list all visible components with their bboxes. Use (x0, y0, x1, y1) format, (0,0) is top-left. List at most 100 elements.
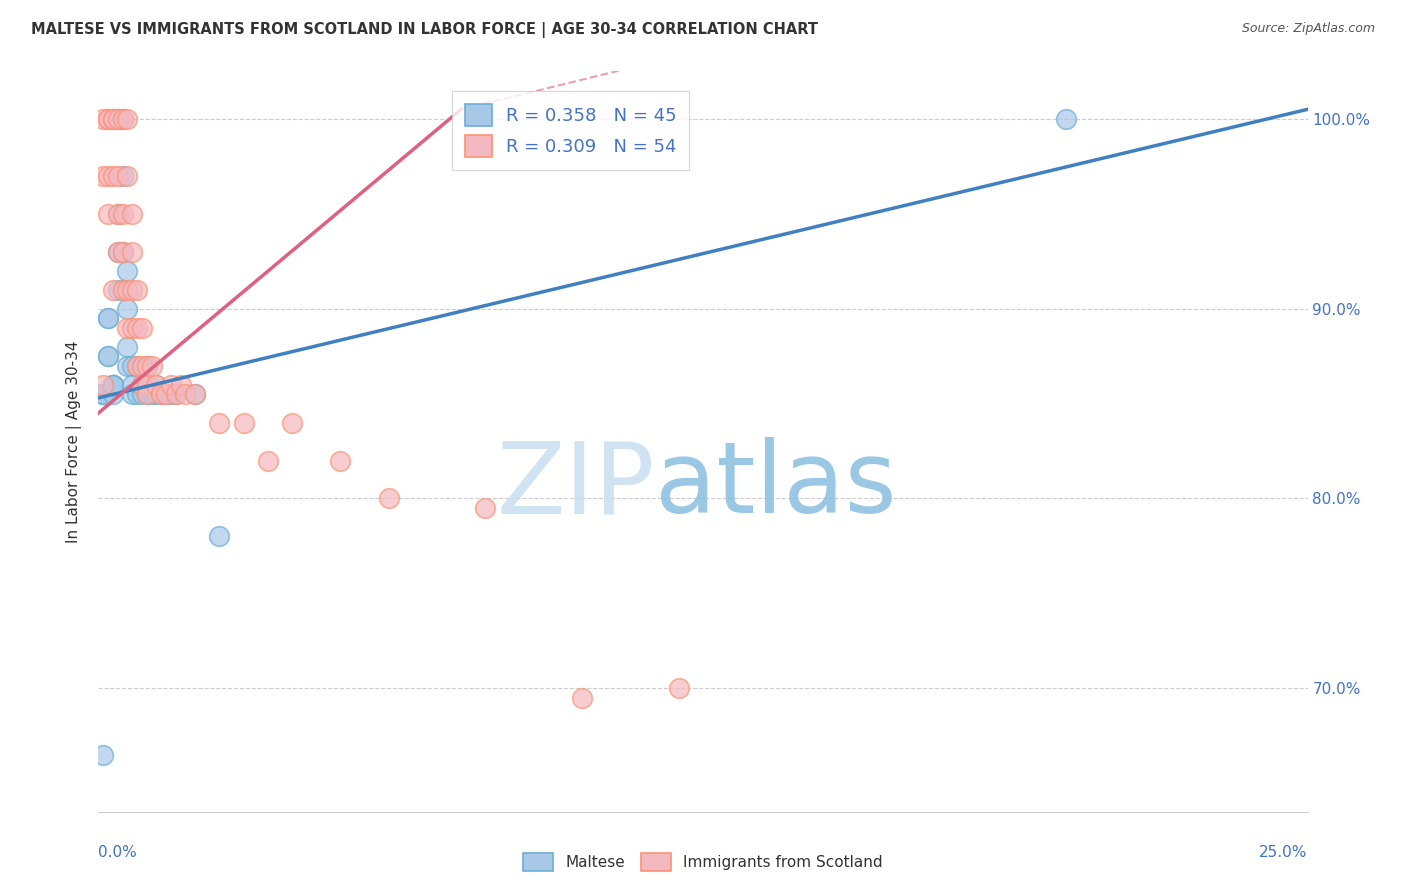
Point (160, 387, 183, 401)
Point (91, 387, 114, 401)
Point (121, 387, 143, 401)
Point (117, 340, 139, 354)
Point (101, 377, 124, 392)
Point (141, 387, 163, 401)
Point (111, 207, 134, 221)
Point (121, 244, 143, 259)
Point (174, 387, 197, 401)
Point (101, 169, 124, 183)
Point (107, 112, 129, 126)
Point (107, 207, 129, 221)
Point (150, 387, 173, 401)
Point (97, 311, 120, 326)
Point (91, 112, 114, 126)
Point (117, 359, 139, 373)
Point (165, 387, 187, 401)
Point (117, 112, 139, 126)
Point (131, 377, 153, 392)
Point (97, 349, 120, 363)
Point (145, 377, 167, 392)
Point (107, 207, 129, 221)
Point (121, 320, 143, 334)
Point (165, 387, 187, 401)
Point (101, 387, 124, 401)
Point (91, 387, 114, 401)
Point (101, 377, 124, 392)
Point (155, 387, 177, 401)
Point (111, 283, 134, 297)
Text: Source: ZipAtlas.com: Source: ZipAtlas.com (1241, 22, 1375, 36)
Point (97, 112, 120, 126)
Point (281, 416, 304, 430)
Point (135, 377, 157, 392)
Point (91, 377, 114, 392)
Point (208, 416, 231, 430)
Point (127, 359, 149, 373)
Point (91, 169, 114, 183)
Point (107, 169, 129, 183)
Point (184, 387, 207, 401)
Point (145, 377, 167, 392)
Point (169, 377, 191, 392)
Point (111, 244, 134, 259)
Point (91, 747, 114, 762)
Point (111, 112, 134, 126)
Point (111, 169, 134, 183)
Point (135, 387, 157, 401)
Point (101, 112, 124, 126)
Point (141, 359, 163, 373)
Text: atlas: atlas (655, 437, 896, 534)
Point (1054, 112, 1077, 126)
Point (150, 387, 173, 401)
Point (97, 207, 120, 221)
Point (121, 283, 143, 297)
Point (101, 377, 124, 392)
Point (127, 359, 149, 373)
Point (155, 387, 177, 401)
Point (131, 320, 153, 334)
Point (131, 359, 153, 373)
Point (111, 112, 134, 126)
Point (107, 112, 129, 126)
Point (135, 359, 157, 373)
Point (127, 387, 149, 401)
Point (127, 283, 149, 297)
Legend: Maltese, Immigrants from Scotland: Maltese, Immigrants from Scotland (517, 847, 889, 877)
Point (474, 500, 496, 515)
Point (131, 377, 153, 392)
Text: 25.0%: 25.0% (1260, 845, 1308, 860)
Point (101, 377, 124, 392)
Point (111, 283, 134, 297)
Point (208, 529, 231, 543)
Point (160, 377, 183, 392)
Point (232, 416, 254, 430)
Point (97, 311, 120, 326)
Legend: R = 0.358   N = 45, R = 0.309   N = 54: R = 0.358 N = 45, R = 0.309 N = 54 (453, 92, 689, 169)
Point (117, 301, 139, 316)
Point (184, 387, 207, 401)
Text: MALTESE VS IMMIGRANTS FROM SCOTLAND IN LABOR FORCE | AGE 30-34 CORRELATION CHART: MALTESE VS IMMIGRANTS FROM SCOTLAND IN L… (31, 22, 818, 38)
Point (121, 207, 143, 221)
Text: ZIP: ZIP (496, 437, 655, 534)
Point (135, 359, 157, 373)
Point (121, 377, 143, 392)
Point (377, 491, 399, 506)
Point (121, 359, 143, 373)
Point (91, 387, 114, 401)
Point (97, 169, 120, 183)
Point (117, 283, 139, 297)
Point (571, 690, 593, 705)
Point (668, 681, 690, 696)
Y-axis label: In Labor Force | Age 30-34: In Labor Force | Age 30-34 (66, 340, 83, 543)
Point (107, 112, 129, 126)
Point (111, 244, 134, 259)
Point (107, 244, 129, 259)
Point (127, 320, 149, 334)
Point (107, 283, 129, 297)
Point (107, 244, 129, 259)
Point (117, 169, 139, 183)
Point (117, 263, 139, 277)
Point (117, 320, 139, 334)
Point (97, 349, 120, 363)
Point (101, 283, 124, 297)
